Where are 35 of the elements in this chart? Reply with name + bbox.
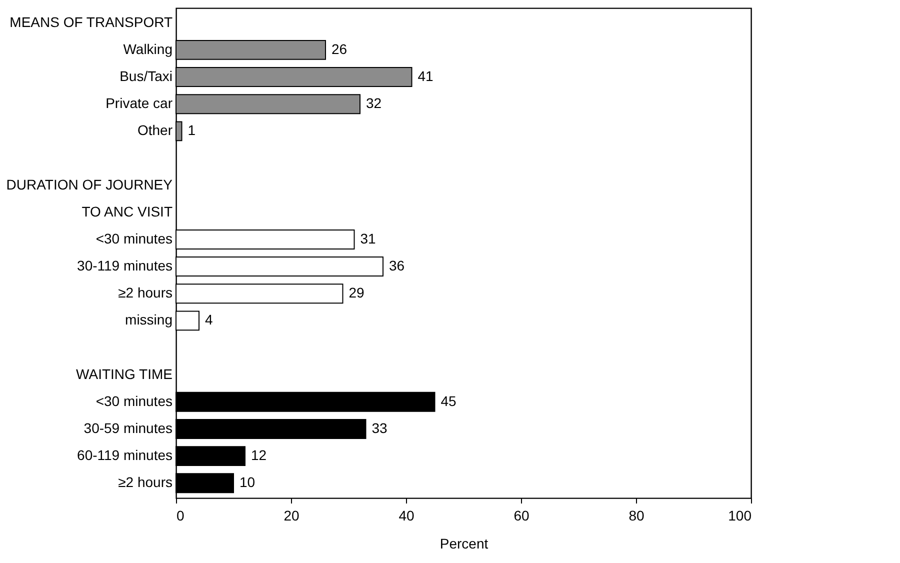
data-label: 26 (332, 40, 348, 57)
data-label: 33 (372, 420, 388, 436)
data-label: 12 (251, 447, 267, 464)
y-tick-label: WAITING TIME (76, 366, 172, 382)
y-tick-label: TO ANC VISIT (82, 203, 173, 220)
y-tick-label: <30 minutes (96, 230, 172, 246)
y-tick-label: Bus/Taxi (120, 68, 172, 84)
x-tick-label: 20 (284, 508, 300, 524)
y-tick-label: 30-119 minutes (77, 258, 172, 274)
x-tick-label: 60 (514, 508, 530, 524)
data-label: 10 (240, 474, 256, 490)
data-label: 36 (389, 258, 405, 274)
x-axis-title: Percent (440, 536, 488, 552)
y-tick-label: ≥2 hours (118, 474, 172, 490)
x-tick-label: 0 (176, 508, 184, 524)
y-tick-label: Other (137, 122, 173, 138)
data-label: 45 (440, 392, 457, 409)
x-tick-label: 40 (398, 508, 414, 524)
y-tick-label: DURATION OF JOURNEY (6, 176, 174, 192)
y-tick-label: 60-119 minutes (77, 447, 172, 464)
data-label: 4 (205, 312, 213, 328)
y-tick-label: <30 minutes (96, 392, 172, 409)
y-tick-label: Private car (106, 95, 173, 112)
y-tick-label: 30-59 minutes (84, 420, 172, 436)
data-label: 41 (418, 68, 434, 84)
data-label: 1 (188, 122, 196, 138)
y-tick-label: MEANS OF TRANSPORT (10, 14, 173, 30)
data-label: 31 (360, 230, 376, 246)
x-tick-label: 80 (628, 508, 644, 524)
y-tick-label: Walking (123, 40, 172, 57)
data-label: 32 (366, 95, 382, 112)
data-label: 29 (348, 284, 365, 301)
y-tick-label: ≥2 hours (118, 284, 172, 301)
y-tick-label: missing (125, 312, 172, 328)
x-tick-label: 100 (728, 508, 752, 524)
